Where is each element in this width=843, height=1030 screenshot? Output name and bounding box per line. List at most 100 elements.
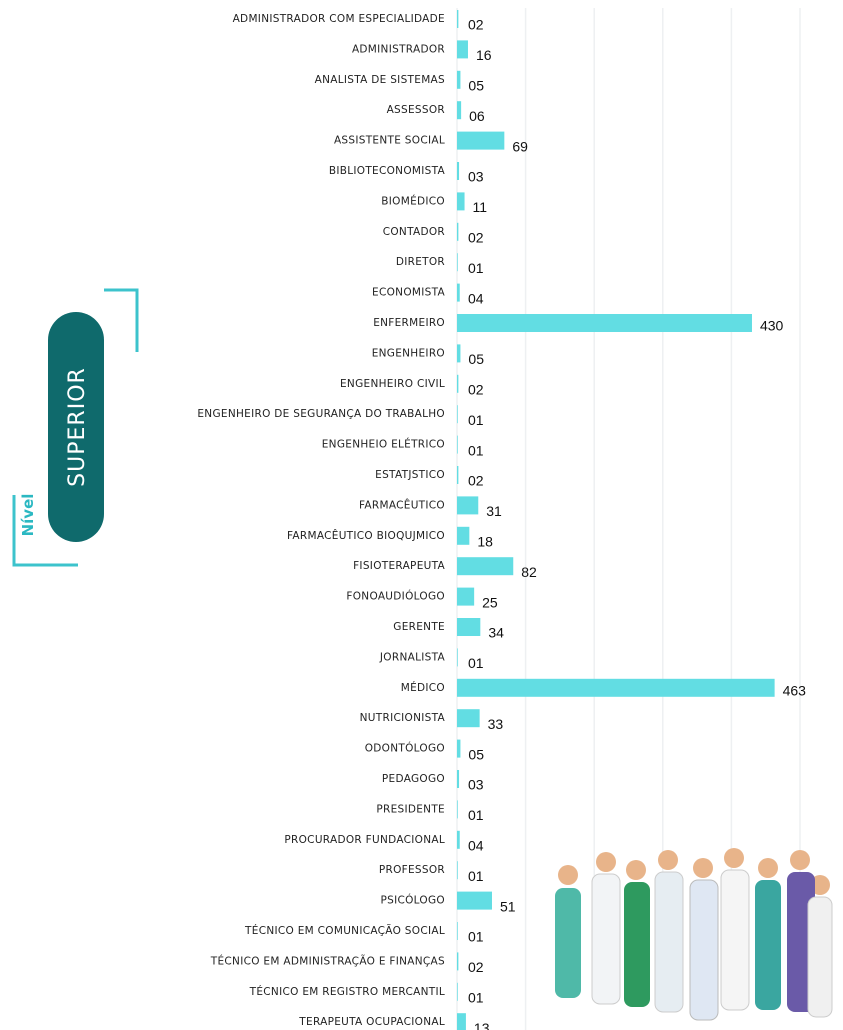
category-label: PROFESSOR (379, 864, 445, 876)
value-label: 51 (500, 898, 516, 914)
bar (457, 192, 465, 211)
category-label: PRESIDENTE (376, 803, 445, 815)
bar (457, 222, 459, 241)
bar (457, 162, 460, 180)
bar (457, 891, 492, 910)
value-label: 02 (468, 959, 484, 975)
bar (457, 952, 459, 971)
category-label: CONTADOR (383, 226, 445, 238)
category-label: ADMINISTRADOR (352, 43, 445, 55)
category-label: ENGENHEIRO DE SEGURANÇA DO TRABALHO (197, 408, 445, 420)
category-label: ENGENHEIRO (372, 347, 445, 359)
bar (457, 922, 458, 940)
category-label: PROCURADOR FUNDACIONAL (284, 834, 445, 846)
bar (457, 40, 468, 59)
bar (457, 557, 514, 576)
category-label: BIBLIOTECONOMISTA (329, 165, 446, 177)
category-label: ADMINISTRADOR COM ESPECIALIDADE (233, 13, 445, 25)
bar (457, 739, 461, 758)
bar (457, 618, 481, 636)
category-label: PSICÓLOGO (380, 894, 445, 907)
category-label: ENFERMEIRO (373, 317, 445, 329)
category-label: FONOAUDIÓLOGO (346, 590, 445, 603)
category-label: FARMACÊUTICO BIOQUJMICO (287, 529, 445, 542)
value-label: 18 (477, 534, 493, 550)
value-label: 463 (783, 683, 807, 699)
bar (457, 648, 458, 667)
value-label: 05 (468, 351, 484, 367)
value-label: 03 (468, 777, 484, 793)
level-label: Nível (19, 494, 37, 537)
value-label: 25 (482, 594, 498, 610)
bracket (12, 495, 78, 567)
category-label: BIOMÉDICO (381, 194, 445, 207)
category-label: ASSISTENTE SOCIAL (334, 135, 445, 147)
bar (457, 283, 460, 302)
category-label: NUTRICIONISTA (360, 712, 446, 724)
value-label: 02 (468, 230, 484, 246)
bar (457, 678, 775, 697)
value-label: 05 (468, 78, 484, 94)
bar (457, 709, 480, 728)
level-badge: SUPERIOR Nível (12, 288, 139, 567)
value-label: 01 (468, 655, 484, 671)
value-label: 01 (468, 990, 484, 1006)
value-label: 03 (468, 169, 484, 185)
value-label: 01 (468, 260, 484, 276)
bar (457, 314, 752, 332)
illustration (545, 848, 835, 1030)
bar (457, 131, 505, 150)
value-label: 01 (468, 807, 484, 823)
bar (457, 1013, 466, 1030)
value-label: 01 (468, 412, 484, 428)
value-label: 02 (468, 382, 484, 398)
grid (456, 8, 801, 1030)
bar (457, 10, 459, 28)
value-label: 33 (488, 716, 504, 732)
value-label: 82 (521, 564, 537, 580)
category-label: FARMACÊUTICO (359, 498, 445, 511)
bar (457, 800, 458, 819)
value-label: 34 (488, 625, 504, 641)
bracket (104, 288, 139, 352)
bars: ADMINISTRADOR COM ESPECIALIDADE 02 ADMINIS… (197, 10, 806, 1030)
value-label: 02 (468, 17, 484, 33)
bar (457, 70, 461, 89)
value-label: 04 (468, 290, 484, 306)
bar (457, 374, 459, 393)
category-label: PEDAGOGO (382, 773, 445, 785)
bar (457, 344, 461, 363)
value-label: 02 (468, 473, 484, 489)
value-label: 01 (468, 929, 484, 945)
level-name: SUPERIOR (65, 367, 90, 487)
bar (457, 253, 458, 272)
value-label: 06 (469, 108, 485, 124)
category-label: JORNALISTA (379, 651, 446, 663)
bar (457, 770, 460, 788)
bar (457, 435, 458, 454)
value-label: 11 (473, 199, 488, 215)
value-label: 13 (474, 1020, 490, 1030)
category-label: TÉCNICO EM ADMINISTRAÇÃO E FINANÇAS (210, 954, 445, 967)
category-label: GERENTE (393, 621, 445, 633)
bar (457, 496, 479, 515)
category-label: TERAPEUTA OCUPACIONAL (298, 1016, 445, 1028)
category-label: ASSESSOR (387, 104, 445, 116)
bar (457, 587, 475, 606)
bar (457, 982, 458, 1001)
value-label: 16 (476, 47, 492, 63)
value-label: 430 (760, 318, 784, 334)
category-label: TÉCNICO EM REGISTRO MERCANTIL (249, 985, 445, 998)
bar (457, 861, 458, 880)
category-label: DIRETOR (396, 256, 445, 268)
category-label: ANALISTA DE SISTEMAS (315, 74, 445, 86)
level-pill (48, 312, 104, 542)
bar (457, 405, 458, 424)
category-label: ODONTÓLOGO (365, 742, 445, 755)
bar (457, 830, 460, 849)
bar (457, 526, 470, 545)
category-label: TÉCNICO EM COMUNICAÇÃO SOCIAL (244, 924, 445, 937)
value-label: 01 (468, 442, 484, 458)
